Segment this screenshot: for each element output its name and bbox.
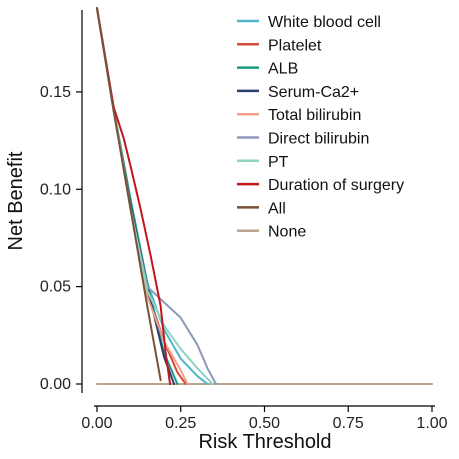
series-line-white-blood-cell	[96, 7, 209, 385]
legend-label-serum-ca2: Serum-Ca2+	[268, 84, 359, 101]
x-tick-label-2: 0.50	[249, 415, 280, 432]
legend-label-total-bilirubin: Total bilirubin	[268, 107, 361, 124]
y-tick-label-3: 0.15	[40, 84, 71, 101]
x-tick-label-0: 0.00	[81, 415, 112, 432]
y-tick-label-1: 0.05	[40, 279, 71, 296]
series-line-pt	[96, 7, 214, 385]
series-line-duration-of-surgery	[96, 7, 172, 385]
legend-label-alb: ALB	[268, 61, 298, 78]
legend-label-duration-of-surgery: Duration of surgery	[268, 177, 404, 194]
x-tick-label-1: 0.25	[165, 415, 196, 432]
legend-label-all: All	[268, 200, 286, 217]
y-tick-label-0: 0.00	[40, 376, 71, 393]
legend-label-none: None	[268, 224, 306, 241]
series-line-platelet	[96, 7, 187, 385]
y-tick-label-2: 0.10	[40, 181, 71, 198]
series-line-all	[96, 7, 162, 382]
legend-label-platelet: Platelet	[268, 37, 322, 54]
y-axis-title: Net Benefit	[5, 151, 27, 250]
legend-label-direct-bilirubin: Direct bilirubin	[268, 131, 369, 148]
x-tick-label-4: 1.00	[416, 415, 447, 432]
legend-label-white-blood-cell: White blood cell	[268, 14, 381, 31]
series-line-total-bilirubin	[96, 7, 189, 385]
x-tick-label-3: 0.75	[333, 415, 364, 432]
legend: White blood cell Platelet ALB Serum-Ca2+ Tot…	[237, 14, 404, 241]
ticks: 0.00 0.25 0.50 0.75 1.00 0.00 0.05 0.10 0.15	[40, 84, 448, 432]
plot-area	[96, 7, 433, 385]
x-axis-title: Risk Threshold	[198, 431, 331, 453]
legend-label-pt: PT	[268, 154, 289, 171]
